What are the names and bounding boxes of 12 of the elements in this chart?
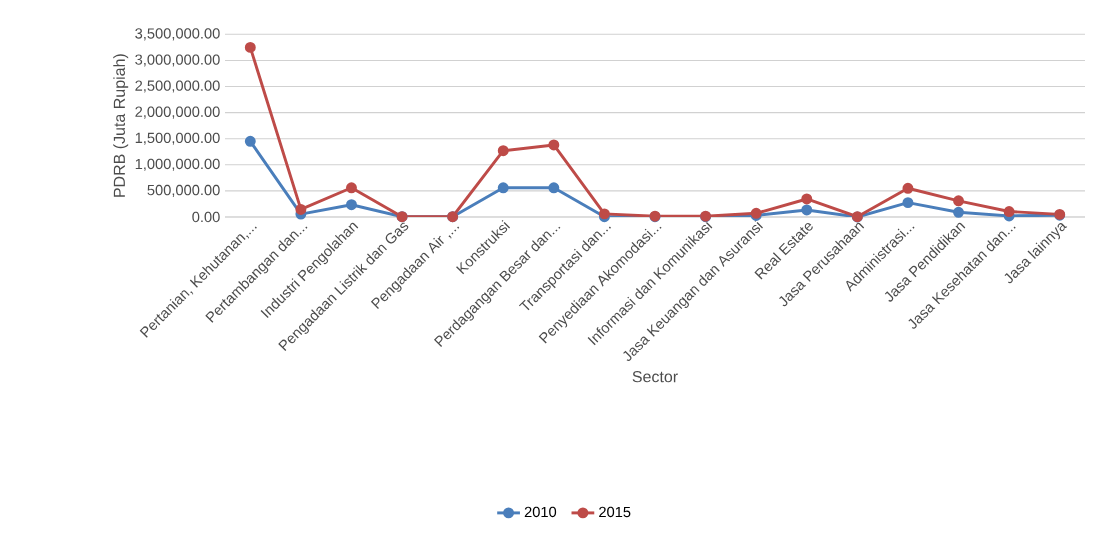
legend-label: 2010	[524, 506, 557, 518]
y-tick-label: 3,500,000.00	[135, 28, 220, 41]
y-axis-title: PDRB (Juta Rupiah)	[113, 54, 129, 197]
y-tick-label: 3,000,000.00	[135, 54, 220, 67]
legend-label: 2015	[599, 506, 631, 518]
y-tick-label: 1,000,000.00	[135, 158, 220, 171]
y-tick-label: 0.00	[192, 211, 220, 223]
y-tick-label: 2,000,000.00	[135, 106, 220, 119]
y-tick-label: 2,500,000.00	[135, 80, 220, 93]
y-tick-label: 1,500,000.00	[135, 132, 220, 145]
y-tick-label: 500,000.00	[147, 184, 220, 197]
x-axis-title: Sector	[632, 371, 678, 383]
